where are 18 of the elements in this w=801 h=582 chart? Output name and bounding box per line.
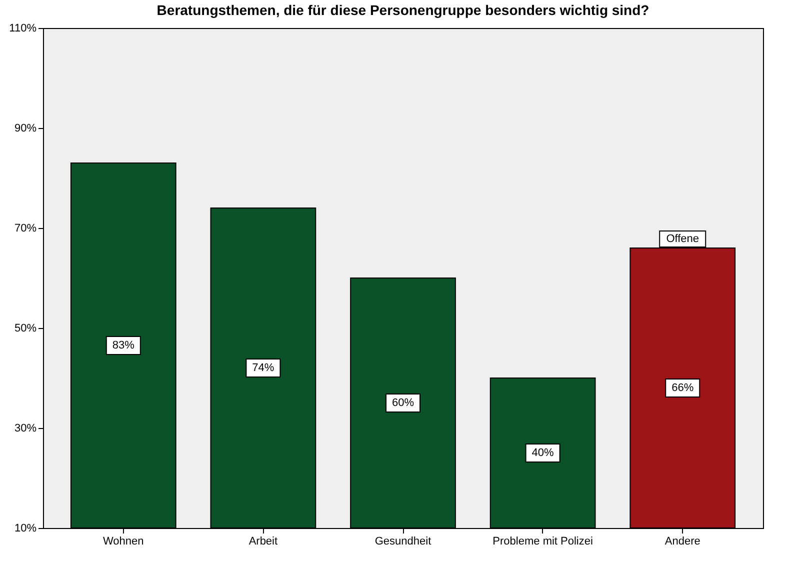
y-tick-label: 70% (14, 222, 37, 234)
data-label: 66% (672, 382, 694, 394)
data-label: 74% (252, 362, 274, 374)
y-tick-label: 90% (14, 122, 37, 134)
chart-title: Beratungsthemen, die für diese Personengruppe besonders wichtig sind? (156, 2, 650, 18)
annotation: Offene (666, 233, 700, 245)
x-tick-label: Gesundheit (374, 536, 432, 548)
y-tick-label: 50% (14, 322, 37, 334)
x-tick-label: Arbeit (248, 536, 278, 548)
x-tick-label: Probleme mit Polizei (492, 536, 593, 548)
y-tick-label: 30% (14, 422, 37, 434)
data-label: 40% (532, 447, 554, 459)
y-tick-label: 110% (9, 22, 37, 34)
x-tick-label: Wohnen (103, 536, 144, 548)
data-label: 60% (392, 397, 414, 409)
data-label: 83% (112, 340, 135, 352)
x-tick-label: Andere (664, 536, 700, 548)
y-tick-label: 10% (14, 522, 37, 534)
